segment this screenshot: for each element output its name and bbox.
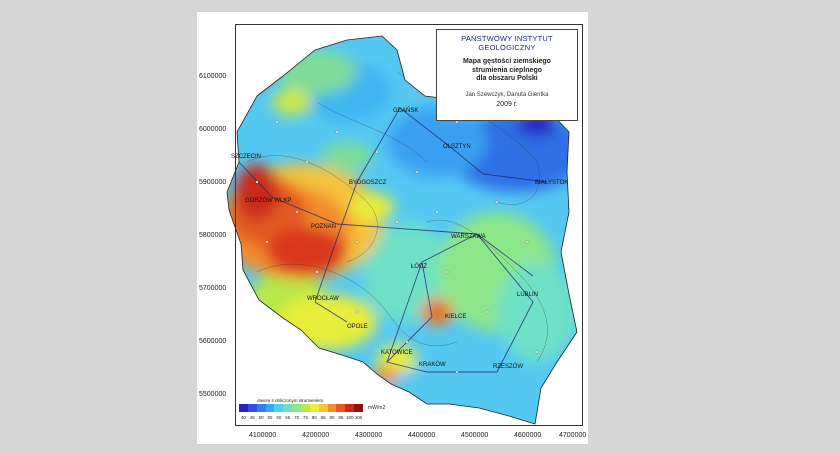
map-title-line: strumienia cieplnego xyxy=(471,66,543,74)
x-tick: 4300000 xyxy=(355,432,383,439)
city-label: POZNAŃ xyxy=(311,224,337,230)
legend-value: 50 xyxy=(258,415,264,420)
legend-swatch xyxy=(292,404,302,412)
map-frame xyxy=(235,24,583,426)
x-tick: 4100000 xyxy=(249,432,277,439)
city-label: KRAKÓW xyxy=(419,362,446,368)
city-label: OLSZTYN xyxy=(443,144,471,150)
legend-value: 70 xyxy=(294,415,300,420)
legend-value: 80 xyxy=(311,415,317,420)
legend-title: otwory z obliczonym strumieniem xyxy=(257,398,324,403)
legend-swatch xyxy=(283,404,293,412)
legend-swatch xyxy=(318,404,328,412)
city-label: RZESZÓW xyxy=(493,364,523,370)
legend-swatch xyxy=(274,404,284,412)
map-sheet: 6100000 6000000 5900000 5800000 5700000 … xyxy=(197,12,588,444)
city-label: BYDGOSZCZ xyxy=(349,180,387,186)
legend-value: 40 xyxy=(240,415,246,420)
legend-swatch xyxy=(247,404,257,412)
country-border xyxy=(226,35,578,425)
x-tick: 4200000 xyxy=(302,432,330,439)
legend-value: 95 xyxy=(338,415,344,420)
color-legend: otwory z obliczonym strumieniem 40 45 50 55… xyxy=(237,398,397,428)
city-label: GDAŃSK xyxy=(393,108,419,114)
map-title-line: dla obszaru Polski xyxy=(476,75,538,82)
y-tick: 5800000 xyxy=(199,232,227,239)
legend-swatch xyxy=(327,404,337,412)
legend-swatch xyxy=(309,404,319,412)
city-label: ŁÓDŹ xyxy=(411,264,428,270)
borehole-points xyxy=(255,120,539,374)
legend-value: 105 xyxy=(354,415,363,420)
legend-value: 65 xyxy=(285,415,291,420)
legend-unit: mW/m2 xyxy=(368,405,386,411)
legend-value: 90 xyxy=(329,415,335,420)
y-tick: 6100000 xyxy=(199,73,227,80)
city-label: OPOLE xyxy=(347,324,368,330)
map-authors: Jan Szewczyk, Danuta Gientka xyxy=(465,91,549,98)
legend-values: 40 45 50 55 60 65 70 75 80 85 90 95 100 105 xyxy=(239,415,363,420)
legend-color-bar xyxy=(239,404,364,412)
legend-swatch xyxy=(239,404,248,412)
legend-swatch xyxy=(301,404,310,412)
city-label: GORZÓW WLKP. xyxy=(245,198,293,204)
legend-swatch xyxy=(336,404,346,412)
x-tick: 4400000 xyxy=(408,432,436,439)
legend-swatch xyxy=(354,404,364,412)
city-label: WROCŁAW xyxy=(307,296,339,302)
y-tick: 5500000 xyxy=(199,391,227,398)
city-label: KIELCE xyxy=(445,314,467,320)
x-tick: 4600000 xyxy=(514,432,542,439)
legend-value: 100 xyxy=(345,415,354,420)
roads xyxy=(236,107,548,373)
y-tick: 5900000 xyxy=(199,179,227,186)
map-year: 2009 r. xyxy=(496,100,518,108)
city-label: LUBLIN xyxy=(517,292,539,298)
legend-value: 55 xyxy=(267,415,273,420)
legend-value: 75 xyxy=(302,415,308,420)
legend-value: 85 xyxy=(320,415,326,420)
map-title-box: PAŃSTWOWY INSTYTUT GEOLOGICZNY Mapa gęst… xyxy=(436,29,578,121)
legend-swatch xyxy=(265,404,275,412)
map-title: Mapa gęstości ziemskiego strumienia ciep… xyxy=(437,58,577,84)
institution-name: PAŃSTWOWY INSTYTUT GEOLOGICZNY xyxy=(461,34,553,52)
x-tick: 4500000 xyxy=(461,432,489,439)
legend-value: 60 xyxy=(276,415,282,420)
map-title-line: Mapa gęstości ziemskiego xyxy=(463,58,551,65)
city-label: BIAŁYSTOK xyxy=(535,180,569,186)
y-tick: 5600000 xyxy=(199,338,227,345)
city-label: SZCZECIN xyxy=(231,154,261,160)
city-label: KATOWICE xyxy=(381,350,413,356)
y-tick: 5700000 xyxy=(199,285,227,292)
city-label: WARSZAWA xyxy=(451,234,486,240)
y-tick: 6000000 xyxy=(199,126,227,133)
legend-value: 45 xyxy=(249,415,255,420)
x-tick: 4700000 xyxy=(559,432,587,439)
legend-swatch xyxy=(256,404,266,412)
legend-swatch xyxy=(345,404,355,412)
